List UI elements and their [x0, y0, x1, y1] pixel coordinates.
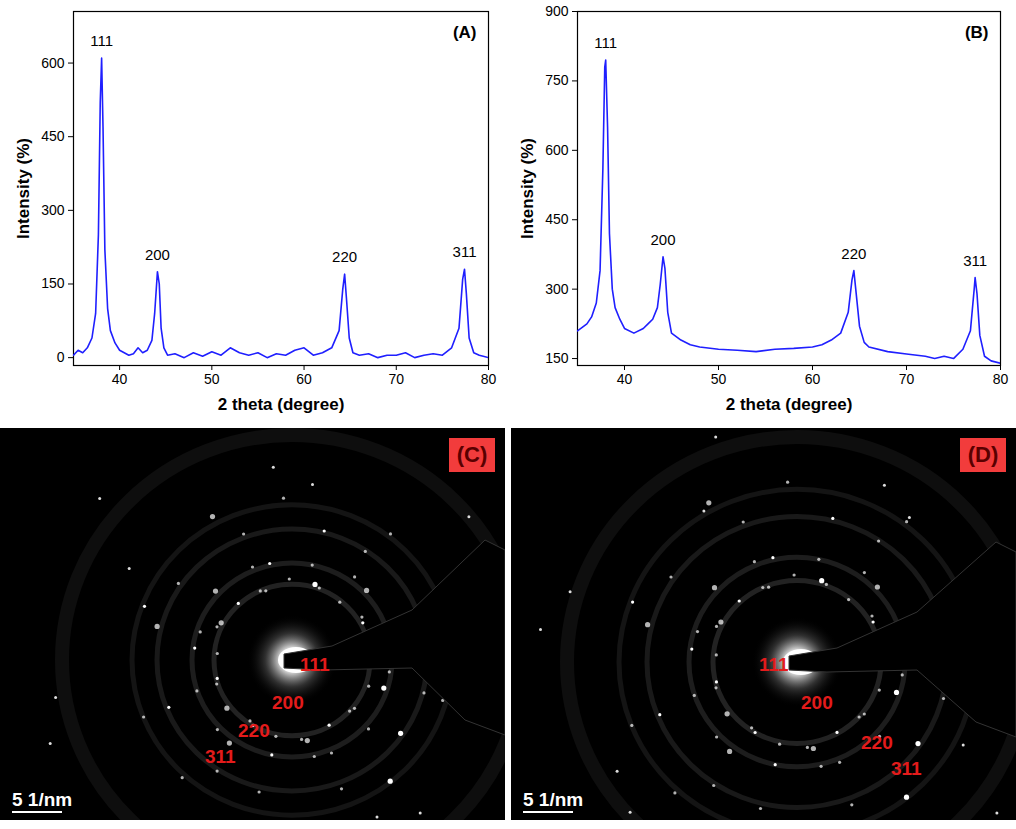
- svg-text:900: 900: [545, 3, 569, 19]
- svg-text:111: 111: [90, 32, 113, 49]
- svg-text:50: 50: [711, 371, 727, 387]
- svg-text:600: 600: [41, 55, 65, 71]
- svg-text:(B): (B): [965, 23, 989, 42]
- svg-text:220: 220: [332, 248, 357, 265]
- svg-text:2 theta (degree): 2 theta (degree): [726, 395, 853, 414]
- svg-text:450: 450: [545, 211, 569, 227]
- svg-text:220: 220: [841, 245, 866, 262]
- svg-text:Intensity (%): Intensity (%): [518, 138, 537, 239]
- svg-text:300: 300: [545, 281, 569, 297]
- svg-text:70: 70: [899, 371, 915, 387]
- svg-text:80: 80: [993, 371, 1009, 387]
- svg-text:200: 200: [145, 246, 170, 263]
- svg-text:311: 311: [891, 758, 922, 779]
- svg-text:111: 111: [759, 654, 789, 675]
- svg-text:200: 200: [272, 692, 304, 713]
- svg-text:750: 750: [545, 72, 569, 88]
- svg-text:311: 311: [453, 243, 477, 260]
- svg-text:200: 200: [651, 231, 676, 248]
- svg-text:50: 50: [204, 371, 220, 387]
- svg-text:70: 70: [388, 371, 404, 387]
- svg-text:111: 111: [594, 34, 617, 51]
- svg-text:600: 600: [545, 142, 569, 158]
- svg-text:5 1/nm: 5 1/nm: [523, 789, 583, 810]
- svg-text:Intensity (%): Intensity (%): [14, 138, 33, 239]
- svg-text:60: 60: [296, 371, 312, 387]
- svg-text:200: 200: [801, 692, 833, 713]
- svg-text:150: 150: [545, 350, 569, 366]
- svg-text:220: 220: [861, 732, 893, 753]
- svg-text:(A): (A): [453, 23, 477, 42]
- svg-text:5 1/nm: 5 1/nm: [12, 789, 72, 810]
- svg-text:40: 40: [112, 371, 128, 387]
- svg-text:60: 60: [805, 371, 821, 387]
- svg-text:(D): (D): [968, 442, 999, 467]
- svg-text:450: 450: [41, 128, 65, 144]
- svg-text:0: 0: [57, 349, 65, 365]
- svg-text:311: 311: [963, 252, 987, 269]
- svg-text:111: 111: [300, 654, 330, 675]
- svg-text:2 theta (degree): 2 theta (degree): [218, 395, 345, 414]
- svg-text:150: 150: [41, 275, 65, 291]
- svg-text:(C): (C): [457, 442, 488, 467]
- svg-text:80: 80: [481, 371, 497, 387]
- svg-text:220: 220: [238, 720, 270, 741]
- svg-text:40: 40: [617, 371, 633, 387]
- svg-text:311: 311: [205, 746, 236, 767]
- svg-text:300: 300: [41, 202, 65, 218]
